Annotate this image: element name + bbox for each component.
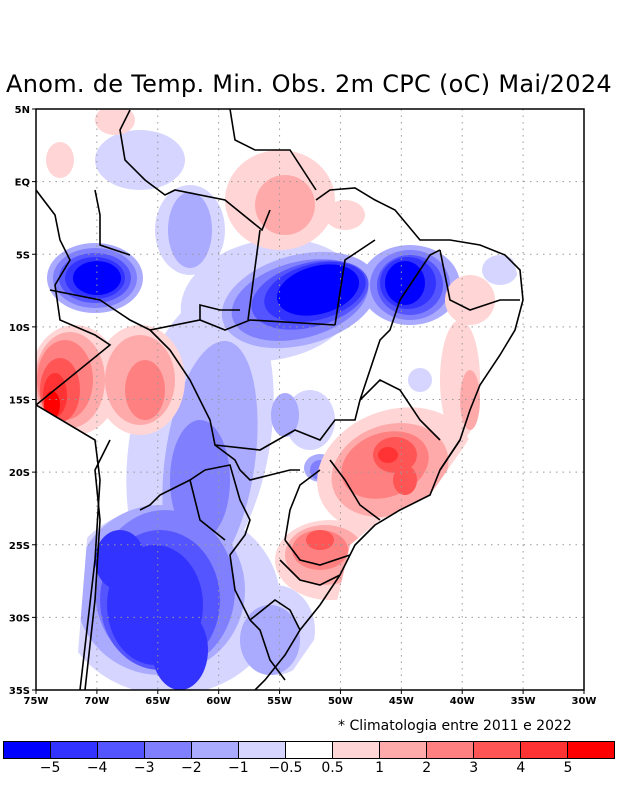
anomaly-contour bbox=[95, 109, 135, 135]
colorbar-swatch bbox=[98, 742, 145, 758]
colorbar-swatch bbox=[380, 742, 427, 758]
anomaly-contour bbox=[152, 610, 208, 690]
colorbar-label: −2 bbox=[180, 760, 202, 776]
anomaly-contour bbox=[306, 530, 334, 550]
border-line bbox=[94, 189, 131, 256]
lat-tick-label: 35S bbox=[9, 686, 30, 697]
colorbar-label: 2 bbox=[422, 760, 432, 776]
border-line bbox=[239, 469, 300, 481]
lon-tick-label: 35W bbox=[511, 696, 536, 707]
anomaly-contour bbox=[393, 465, 417, 495]
colorbar-swatch bbox=[4, 742, 51, 758]
lat-tick-label: 25S bbox=[9, 541, 30, 552]
border-line bbox=[139, 469, 206, 511]
border-line bbox=[359, 379, 441, 441]
border-line bbox=[36, 189, 112, 690]
border-line bbox=[439, 249, 520, 311]
border-line bbox=[279, 559, 341, 586]
anomaly-contour bbox=[408, 368, 432, 392]
pacific-mask bbox=[36, 405, 95, 690]
border-line bbox=[119, 109, 271, 232]
lat-tick-label: 20S bbox=[9, 468, 30, 479]
anomaly-contour bbox=[482, 255, 518, 285]
lon-tick-label: 60W bbox=[206, 696, 231, 707]
border-line bbox=[254, 187, 524, 690]
border-line bbox=[284, 539, 351, 566]
anomaly-contour bbox=[240, 605, 300, 675]
colorbar-label: 5 bbox=[563, 760, 573, 776]
anomaly-contour bbox=[285, 390, 335, 450]
colorbar-swatch bbox=[51, 742, 98, 758]
border-line bbox=[284, 469, 321, 541]
anomaly-contour bbox=[255, 175, 315, 235]
anomaly-contour bbox=[46, 142, 74, 178]
border-line bbox=[214, 369, 371, 451]
lon-tick-label: 45W bbox=[389, 696, 414, 707]
colorbar-swatch bbox=[568, 742, 614, 758]
lat-tick-label: 5N bbox=[15, 105, 30, 116]
colorbar-swatch bbox=[145, 742, 192, 758]
colorbar-swatch bbox=[286, 742, 333, 758]
lat-tick-label: EQ bbox=[15, 178, 30, 189]
colorbar-swatch bbox=[474, 742, 521, 758]
lon-tick-label: 55W bbox=[267, 696, 292, 707]
border-line bbox=[334, 239, 376, 326]
lon-tick-label: 30W bbox=[572, 696, 597, 707]
anomaly-contour bbox=[271, 393, 299, 437]
border-line bbox=[149, 329, 241, 471]
anomaly-contour bbox=[378, 447, 398, 463]
border-line bbox=[199, 303, 240, 320]
anomaly-contour bbox=[460, 370, 480, 430]
lon-tick-label: 70W bbox=[84, 696, 109, 707]
lat-tick-label: 15S bbox=[9, 396, 30, 407]
border-line bbox=[49, 289, 336, 331]
colorbar-swatch bbox=[239, 742, 286, 758]
border-line bbox=[369, 249, 441, 371]
colorbar-label: 1 bbox=[375, 760, 385, 776]
border-line bbox=[249, 619, 286, 681]
border-line bbox=[329, 459, 381, 521]
anomaly-contour bbox=[125, 360, 165, 420]
colorbar-label: −4 bbox=[86, 760, 108, 776]
colorbar-swatch bbox=[427, 742, 474, 758]
lon-tick-label: 40W bbox=[450, 696, 475, 707]
lat-tick-label: 30S bbox=[9, 613, 30, 624]
lon-tick-label: 75W bbox=[24, 696, 49, 707]
colorbar-swatch bbox=[192, 742, 239, 758]
border-line bbox=[229, 109, 317, 191]
lat-tick-label: 10S bbox=[9, 323, 30, 334]
climatology-note: * Climatologia entre 2011 e 2022 bbox=[338, 718, 572, 734]
anomaly-contour bbox=[325, 200, 365, 230]
colorbar-label: −1 bbox=[228, 760, 249, 776]
colorbar-label: −0.5 bbox=[268, 760, 303, 776]
lon-tick-label: 65W bbox=[145, 696, 170, 707]
colorbar-swatch bbox=[333, 742, 380, 758]
border-line bbox=[439, 439, 461, 471]
anomaly-contour bbox=[95, 130, 185, 190]
anomaly-contour bbox=[170, 420, 230, 540]
border-line bbox=[84, 439, 111, 690]
anomaly-contour bbox=[445, 275, 495, 325]
colorbar-swatch bbox=[521, 742, 568, 758]
anomaly-contour bbox=[385, 261, 425, 305]
anomaly-contour bbox=[95, 530, 145, 590]
chart-title: Anom. de Temp. Min. Obs. 2m CPC (oC) Mai… bbox=[6, 70, 612, 98]
border-line bbox=[247, 229, 261, 321]
colorbar-label: 4 bbox=[516, 760, 526, 776]
colorbar-label: −3 bbox=[133, 760, 155, 776]
colorbar bbox=[3, 741, 615, 759]
border-line bbox=[189, 479, 226, 541]
colorbar-label: −5 bbox=[39, 760, 61, 776]
border-line bbox=[249, 599, 301, 631]
colorbar-label: 0.5 bbox=[321, 760, 344, 776]
colorbar-label: 3 bbox=[469, 760, 479, 776]
lon-tick-label: 50W bbox=[328, 696, 353, 707]
lat-tick-label: 5S bbox=[16, 250, 30, 261]
anomaly-contour bbox=[168, 192, 212, 268]
border-line bbox=[204, 464, 251, 621]
